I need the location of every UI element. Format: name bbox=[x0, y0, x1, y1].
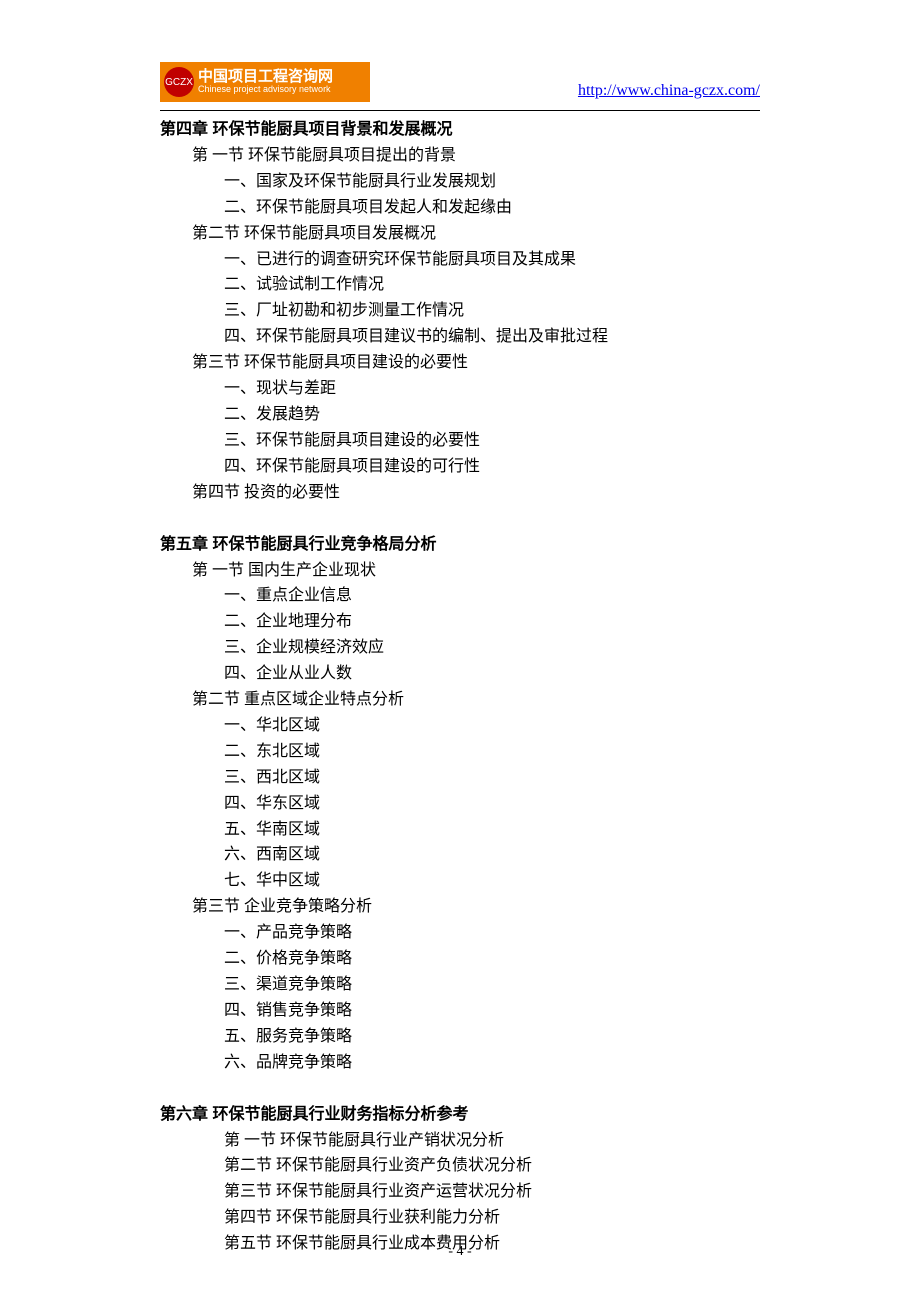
chapter-title: 第五章 环保节能厨具行业竞争格局分析 bbox=[160, 532, 760, 558]
toc-item: 四、企业从业人数 bbox=[160, 661, 760, 687]
logo: GCZX 中国项目工程咨询网 Chinese project advisory … bbox=[160, 62, 370, 102]
header-url-link[interactable]: http://www.china-gczx.com/ bbox=[578, 82, 760, 102]
toc-item: 六、品牌竞争策略 bbox=[160, 1050, 760, 1076]
toc-item: 三、企业规模经济效应 bbox=[160, 635, 760, 661]
toc-item: 一、已进行的调查研究环保节能厨具项目及其成果 bbox=[160, 247, 760, 273]
toc-item: 一、产品竞争策略 bbox=[160, 920, 760, 946]
section-title: 第三节 企业竞争策略分析 bbox=[160, 894, 760, 920]
toc-item: 四、华东区域 bbox=[160, 791, 760, 817]
toc-item: 三、西北区域 bbox=[160, 765, 760, 791]
section-title: 第 一节 环保节能厨具项目提出的背景 bbox=[160, 143, 760, 169]
page-header: GCZX 中国项目工程咨询网 Chinese project advisory … bbox=[0, 62, 920, 102]
toc-item: 一、现状与差距 bbox=[160, 376, 760, 402]
toc-item: 二、价格竞争策略 bbox=[160, 946, 760, 972]
section-title: 第二节 重点区域企业特点分析 bbox=[160, 687, 760, 713]
toc-item: 二、东北区域 bbox=[160, 739, 760, 765]
section-title: 第三节 环保节能厨具行业资产运营状况分析 bbox=[160, 1179, 760, 1205]
page-number: - 4 - bbox=[0, 1244, 920, 1260]
section-title: 第三节 环保节能厨具项目建设的必要性 bbox=[160, 350, 760, 376]
toc-item: 二、环保节能厨具项目发起人和发起缘由 bbox=[160, 195, 760, 221]
toc-item: 二、发展趋势 bbox=[160, 402, 760, 428]
toc-item: 三、厂址初勘和初步测量工作情况 bbox=[160, 298, 760, 324]
toc-item: 五、华南区域 bbox=[160, 817, 760, 843]
toc-item: 三、渠道竞争策略 bbox=[160, 972, 760, 998]
toc-item: 四、环保节能厨具项目建设的可行性 bbox=[160, 454, 760, 480]
section-title: 第四节 投资的必要性 bbox=[160, 480, 760, 506]
toc-item: 五、服务竞争策略 bbox=[160, 1024, 760, 1050]
toc-item: 七、华中区域 bbox=[160, 868, 760, 894]
toc-item: 一、华北区域 bbox=[160, 713, 760, 739]
section-title: 第四节 环保节能厨具行业获利能力分析 bbox=[160, 1205, 760, 1231]
logo-en: Chinese project advisory network bbox=[198, 85, 333, 95]
chapter-spacer bbox=[160, 506, 760, 532]
toc-item: 一、重点企业信息 bbox=[160, 583, 760, 609]
content-body: 第四章 环保节能厨具项目背景和发展概况第 一节 环保节能厨具项目提出的背景一、国… bbox=[0, 117, 920, 1257]
section-title: 第二节 环保节能厨具项目发展概况 bbox=[160, 221, 760, 247]
chapter-spacer bbox=[160, 1076, 760, 1102]
toc-item: 三、环保节能厨具项目建设的必要性 bbox=[160, 428, 760, 454]
section-title: 第 一节 国内生产企业现状 bbox=[160, 558, 760, 584]
logo-text: 中国项目工程咨询网 Chinese project advisory netwo… bbox=[198, 69, 333, 95]
logo-cn: 中国项目工程咨询网 bbox=[198, 69, 333, 86]
toc-item: 六、西南区域 bbox=[160, 842, 760, 868]
logo-icon: GCZX bbox=[164, 67, 194, 97]
toc-item: 一、国家及环保节能厨具行业发展规划 bbox=[160, 169, 760, 195]
chapter-title: 第四章 环保节能厨具项目背景和发展概况 bbox=[160, 117, 760, 143]
toc-item: 四、环保节能厨具项目建议书的编制、提出及审批过程 bbox=[160, 324, 760, 350]
header-divider bbox=[160, 110, 760, 111]
chapter-title: 第六章 环保节能厨具行业财务指标分析参考 bbox=[160, 1102, 760, 1128]
toc-item: 二、试验试制工作情况 bbox=[160, 272, 760, 298]
toc-item: 四、销售竞争策略 bbox=[160, 998, 760, 1024]
section-title: 第 一节 环保节能厨具行业产销状况分析 bbox=[160, 1128, 760, 1154]
toc-item: 二、企业地理分布 bbox=[160, 609, 760, 635]
section-title: 第二节 环保节能厨具行业资产负债状况分析 bbox=[160, 1153, 760, 1179]
